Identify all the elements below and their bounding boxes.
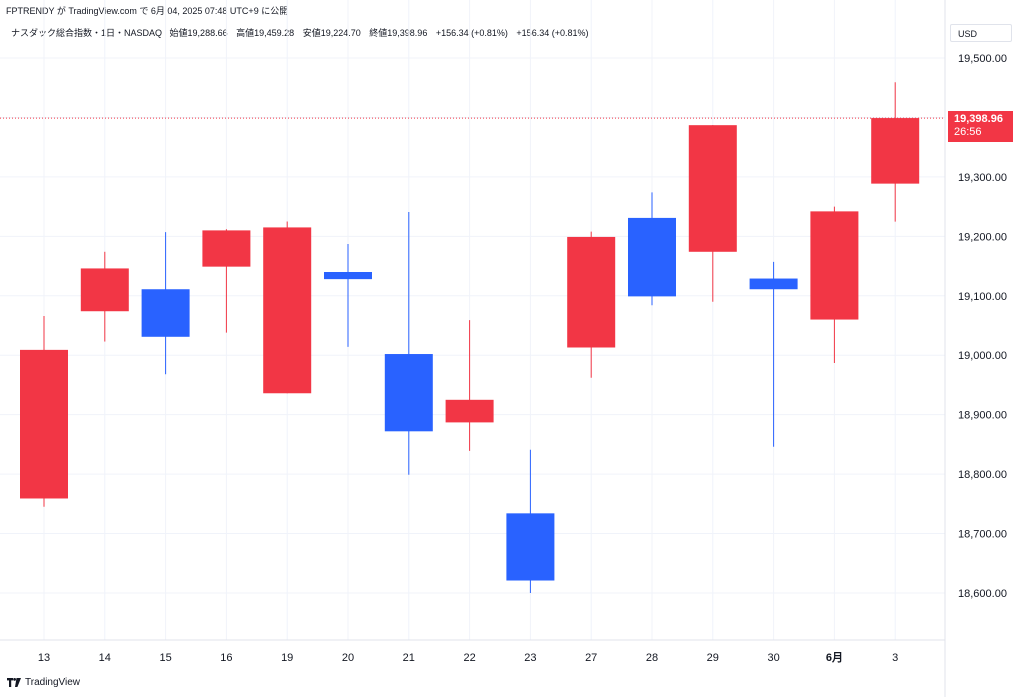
- candle: [324, 244, 372, 347]
- date-tick-label: 13: [38, 652, 50, 664]
- price-tick-label: 18,600.00: [958, 588, 1007, 600]
- close-label: 終値: [369, 28, 388, 38]
- candle-body: [871, 118, 920, 184]
- change-value: +156.34 (+0.81%): [435, 28, 508, 38]
- price-axis[interactable]: 19,500.00 19,300.00 19,200.00 19,100.00 19,0…: [958, 53, 1007, 600]
- candle-body: [567, 236, 616, 348]
- tradingview-logo[interactable]: TradingView: [7, 677, 80, 688]
- candle: [688, 125, 737, 302]
- open-label: 始値: [169, 28, 188, 38]
- candle-body: [628, 217, 676, 297]
- price-tick-label: 18,700.00: [958, 529, 1007, 541]
- ohlc-legend: ナスダック総合指数・1日・NASDAQ 始値19,288.66 高値19,459…: [11, 26, 594, 39]
- price-tick-label: 19,100.00: [958, 291, 1007, 303]
- candle-body: [20, 349, 68, 499]
- symbol-title[interactable]: ナスダック総合指数・1日・NASDAQ: [11, 28, 163, 38]
- candle: [141, 232, 190, 375]
- date-tick-label: 21: [403, 652, 415, 664]
- date-tick-label: 3: [892, 652, 898, 664]
- time-axis[interactable]: 13 14 15 16 19 20 21 22 23 27 28 29 30 6月 3: [38, 651, 898, 664]
- candle: [628, 192, 676, 306]
- change-value-secondary: +156.34 (+0.81%): [516, 28, 589, 38]
- price-tick-label: 18,900.00: [958, 410, 1007, 422]
- last-price-value: 19,398.96: [954, 113, 1003, 125]
- candle: [445, 320, 494, 451]
- candle: [871, 82, 920, 222]
- date-tick-label: 15: [159, 652, 171, 664]
- candle-body: [749, 278, 798, 290]
- date-tick-label: 20: [342, 652, 354, 664]
- candle: [810, 206, 859, 363]
- low-label: 安値: [302, 28, 321, 38]
- date-tick-label: 28: [646, 652, 658, 664]
- candle-body: [445, 399, 494, 423]
- open-value: 19,288.66: [187, 28, 228, 38]
- candle: [263, 221, 312, 394]
- price-tick-label: 18,800.00: [958, 469, 1007, 481]
- bar-countdown: 26:56: [954, 126, 982, 138]
- candle: [567, 231, 616, 378]
- publish-caption: FPTRENDY が TradingView.com で 6月 04, 2025…: [6, 6, 289, 16]
- date-tick-label: 19: [281, 652, 293, 664]
- date-tick-label: 23: [524, 652, 536, 664]
- candle: [384, 211, 433, 475]
- date-tick-label: 29: [707, 652, 719, 664]
- candle-body: [324, 272, 372, 280]
- candle: [749, 261, 798, 447]
- tradingview-icon: [7, 678, 21, 687]
- candle-body: [80, 268, 129, 312]
- price-tick-label: 19,500.00: [958, 53, 1007, 65]
- high-label: 高値: [236, 28, 255, 38]
- date-tick-label: 16: [220, 652, 232, 664]
- candle-body: [384, 354, 433, 432]
- close-value: 19,398.96: [387, 28, 428, 38]
- price-tick-label: 19,200.00: [958, 231, 1007, 243]
- candle-body: [141, 289, 190, 337]
- last-price-tag: 19,398.96 26:56: [948, 111, 1013, 142]
- date-tick-label: 14: [99, 652, 111, 664]
- currency-button[interactable]: USD: [950, 24, 1012, 42]
- candle-body: [688, 125, 737, 252]
- candle: [506, 449, 555, 593]
- price-tick-label: 19,000.00: [958, 350, 1007, 362]
- candle: [20, 315, 68, 507]
- candle: [202, 229, 251, 333]
- price-tick-label: 19,300.00: [958, 172, 1007, 184]
- candle: [80, 251, 129, 342]
- high-value: 19,459.28: [254, 28, 295, 38]
- candle-body: [506, 513, 555, 581]
- date-tick-label: 6月: [826, 651, 843, 664]
- date-tick-label: 30: [767, 652, 779, 664]
- candle-body: [263, 227, 312, 394]
- low-value: 19,224.70: [320, 28, 361, 38]
- candle-body: [810, 211, 859, 320]
- date-tick-label: 27: [585, 652, 597, 664]
- date-tick-label: 22: [463, 652, 475, 664]
- footer-brand-label: TradingView: [25, 677, 81, 688]
- candle-body: [202, 230, 251, 267]
- candles: [20, 82, 920, 593]
